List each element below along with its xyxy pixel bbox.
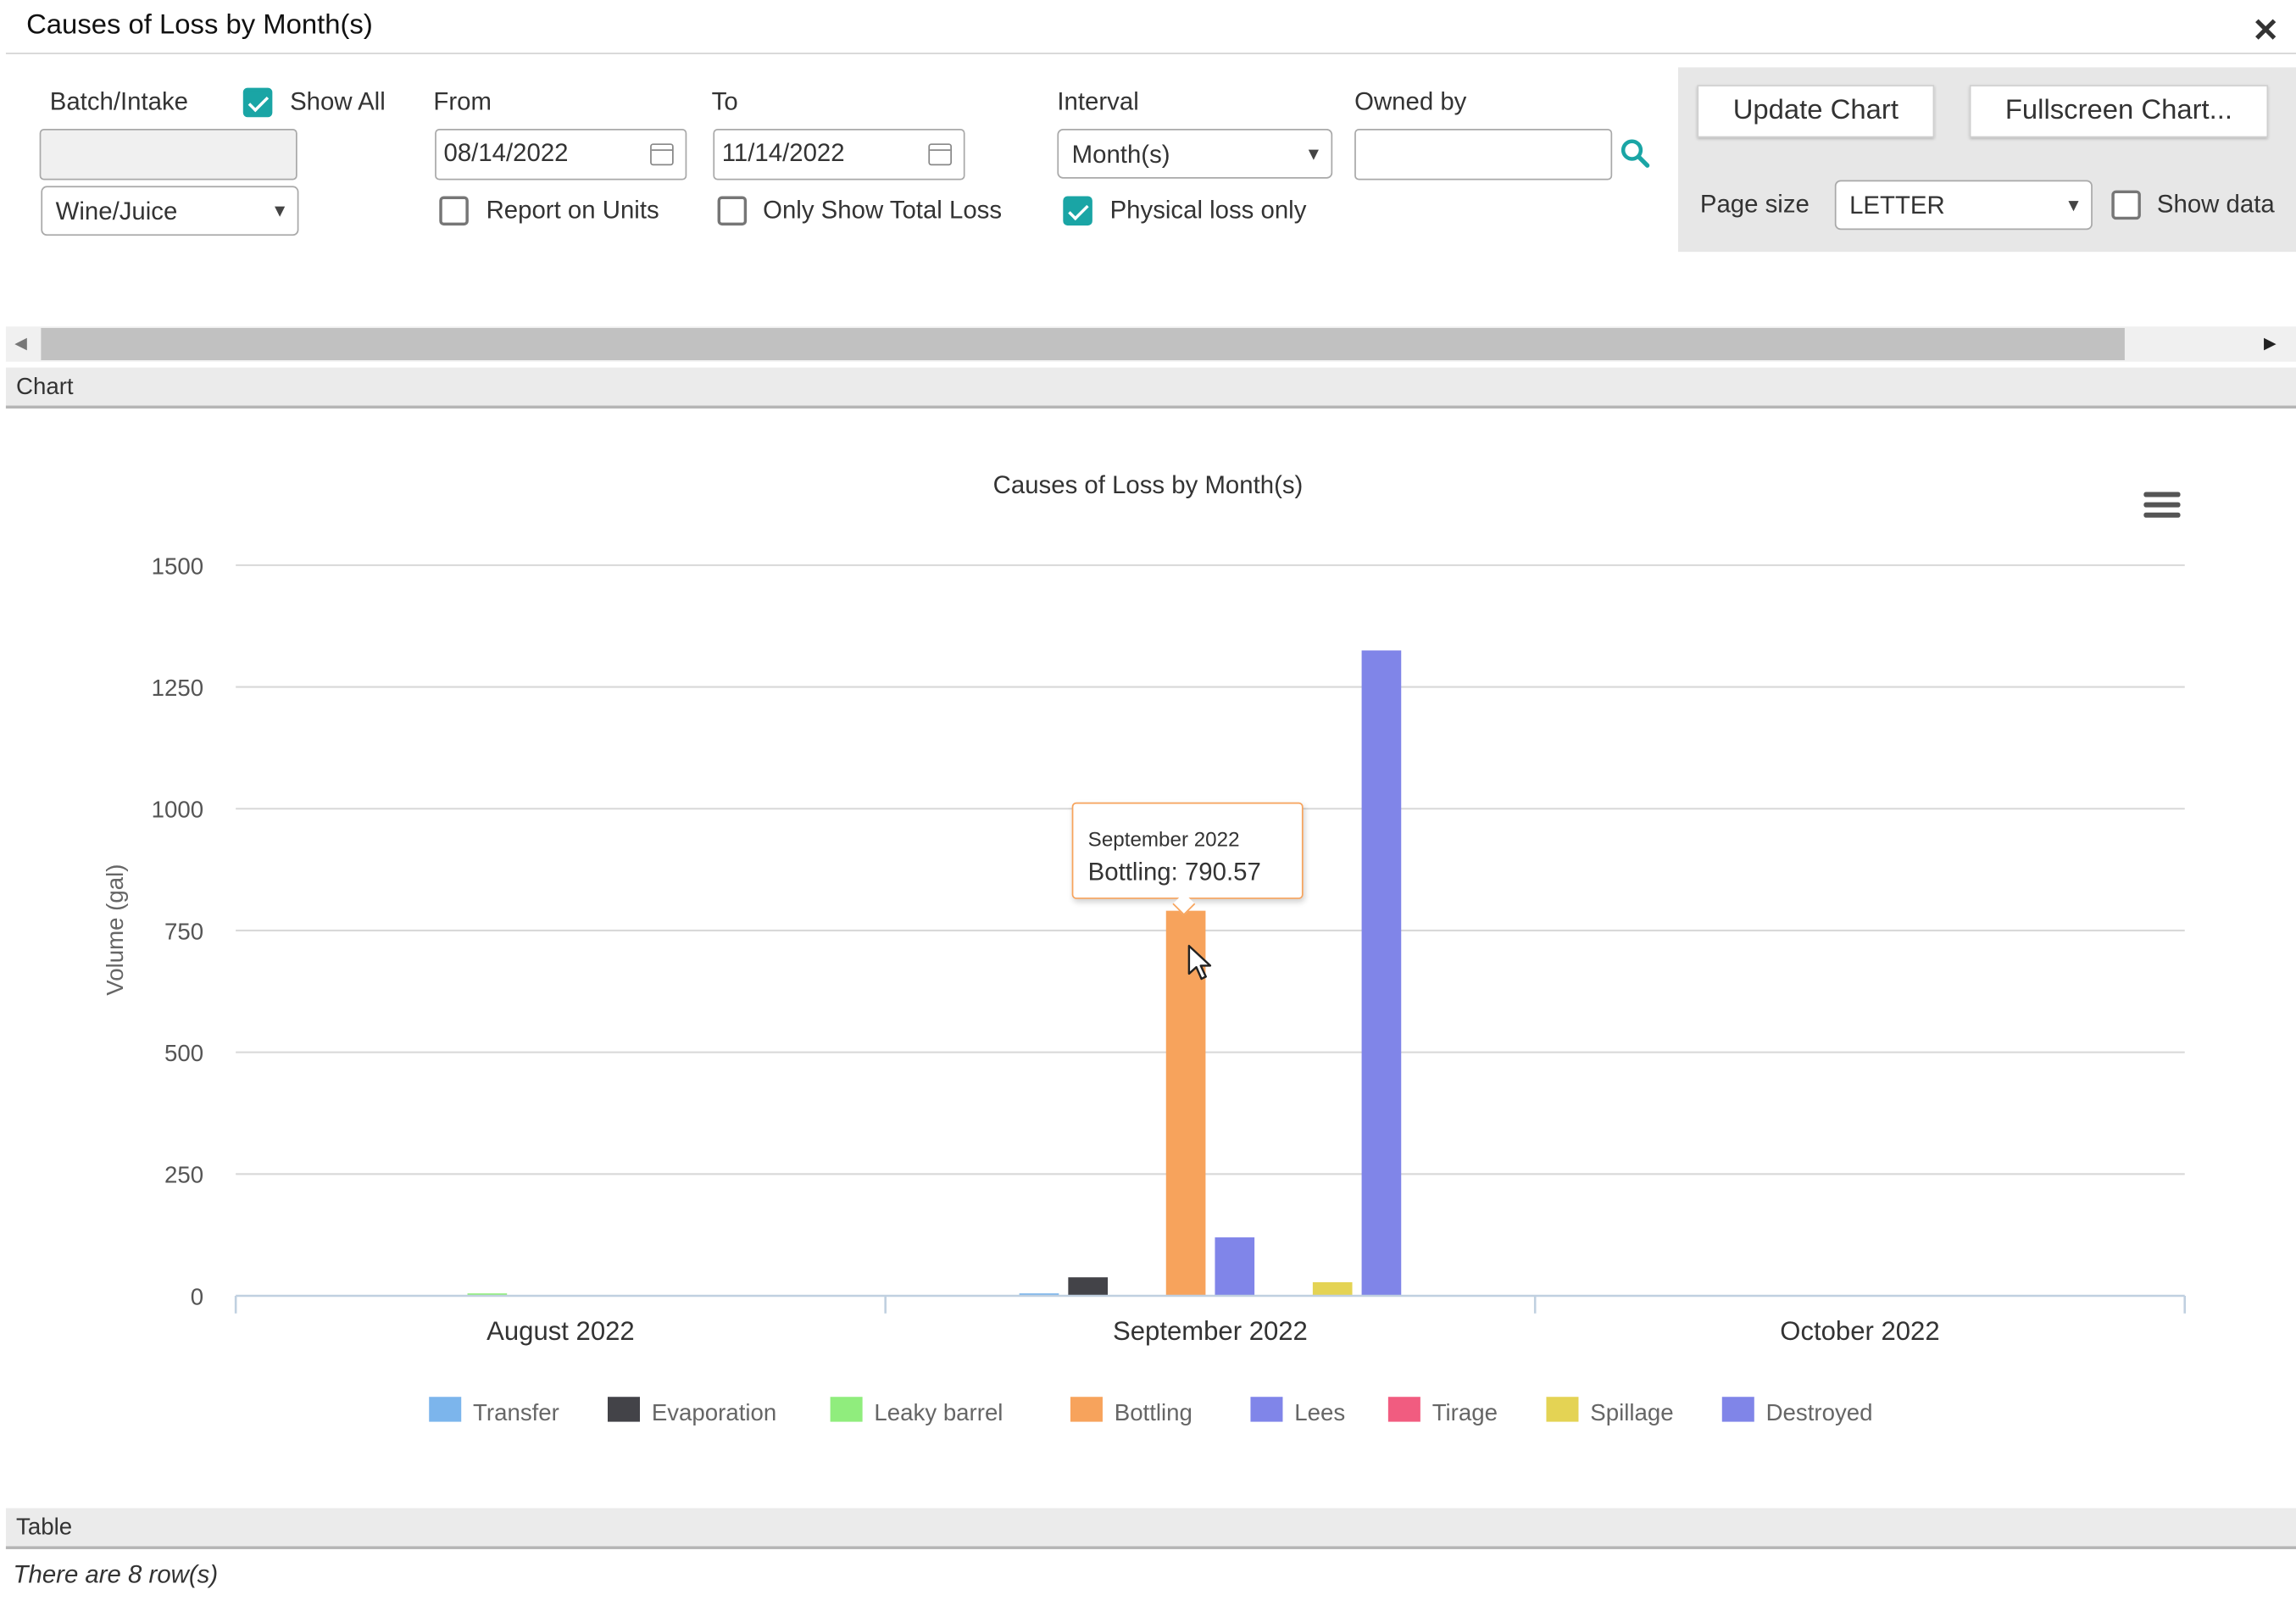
legend-label: Evaporation: [652, 1399, 776, 1425]
legend-item-lees[interactable]: Lees: [1250, 1397, 1345, 1425]
legend-label: Lees: [1294, 1399, 1345, 1425]
chart-actions-panel: Update Chart Fullscreen Chart... Page si…: [1677, 67, 2296, 253]
show-all-checkbox[interactable]: [242, 87, 273, 118]
title-bar: Causes of Loss by Month(s) ✕: [5, 3, 2296, 54]
y-tick-label: 1500: [152, 553, 203, 579]
owned-by-input[interactable]: [1354, 129, 1613, 181]
calendar-icon[interactable]: [928, 143, 953, 166]
page-size-label: Page size: [1699, 190, 1810, 219]
bar-destroyed[interactable]: [1361, 650, 1402, 1297]
legend-item-transfer[interactable]: Transfer: [429, 1397, 559, 1425]
batch-intake-label: Batch/Intake: [49, 87, 189, 116]
chart-menu-icon[interactable]: [2141, 489, 2185, 524]
bar-spillage[interactable]: [1312, 1281, 1353, 1297]
legend-label: Leaky barrel: [874, 1399, 1003, 1425]
chart-tooltip: September 2022 Bottling: 790.57: [1071, 802, 1304, 916]
legend-swatch: [1546, 1397, 1579, 1422]
from-date-input[interactable]: 08/14/2022: [435, 129, 687, 181]
legend-label: Tirage: [1432, 1399, 1498, 1425]
window-title: Causes of Loss by Month(s): [26, 10, 373, 42]
legend-label: Spillage: [1590, 1399, 1673, 1425]
chevron-down-icon: ▼: [270, 200, 289, 221]
only-show-total-loss-label: Only Show Total Loss: [763, 196, 1003, 225]
legend-label: Destroyed: [1766, 1399, 1873, 1425]
legend-swatch: [1721, 1397, 1754, 1422]
y-tick-label: 750: [164, 918, 203, 944]
legend-label: Bottling: [1115, 1399, 1192, 1425]
y-axis-label: Volume (gal): [103, 864, 130, 996]
legend-swatch: [830, 1397, 863, 1422]
report-on-units-checkbox[interactable]: [439, 196, 469, 226]
show-data-checkbox[interactable]: [2111, 190, 2141, 220]
interval-select-value: Month(s): [1071, 140, 1170, 169]
report-on-units-label: Report on Units: [486, 196, 659, 225]
to-label: To: [711, 87, 738, 116]
legend-item-evaporation[interactable]: Evaporation: [607, 1397, 776, 1425]
table-section-label: Table: [16, 1515, 73, 1541]
chart-title: Causes of Loss by Month(s): [992, 471, 1304, 500]
y-tick-label: 250: [164, 1162, 203, 1188]
owned-by-label: Owned by: [1354, 87, 1467, 116]
chart-section-label: Chart: [16, 375, 74, 400]
close-icon[interactable]: ✕: [2252, 11, 2280, 49]
calendar-icon[interactable]: [650, 143, 674, 166]
search-icon[interactable]: [1620, 137, 1652, 169]
x-tick-label: October 2022: [1780, 1316, 1939, 1346]
table-section-header: Table: [5, 1508, 2296, 1549]
scroll-right-icon[interactable]: ▶: [2264, 335, 2277, 353]
from-label: From: [433, 87, 492, 116]
legend-item-spillage[interactable]: Spillage: [1546, 1397, 1674, 1425]
x-tick-label: September 2022: [1113, 1316, 1308, 1346]
tooltip-text: Bottling: 790.57: [1087, 858, 1261, 886]
y-tick-label: 500: [164, 1040, 203, 1066]
legend-swatch: [1387, 1397, 1420, 1422]
show-data-label: Show data: [2156, 190, 2275, 219]
tooltip-title: September 2022: [1087, 827, 1240, 851]
x-tick-label: August 2022: [486, 1316, 635, 1346]
bar-lees[interactable]: [1215, 1237, 1255, 1297]
legend-swatch: [1070, 1397, 1103, 1422]
to-date-input[interactable]: 11/14/2022: [713, 129, 965, 181]
physical-loss-only-label: Physical loss only: [1109, 196, 1307, 225]
chart-section-header: Chart: [5, 367, 2296, 409]
only-show-total-loss-checkbox[interactable]: [717, 196, 748, 226]
physical-loss-only-checkbox[interactable]: [1063, 196, 1092, 226]
chevron-down-icon: ▼: [1304, 143, 1323, 164]
batch-intake-input[interactable]: [39, 129, 297, 181]
interval-select[interactable]: Month(s) ▼: [1057, 129, 1333, 179]
interval-label: Interval: [1057, 87, 1139, 116]
legend-label: Transfer: [473, 1399, 559, 1425]
legend-item-tirage[interactable]: Tirage: [1387, 1397, 1498, 1425]
type-select-value: Wine/Juice: [55, 197, 178, 226]
legend-item-bottling[interactable]: Bottling: [1070, 1397, 1192, 1425]
legend-swatch: [429, 1397, 462, 1422]
from-date-value: 08/14/2022: [443, 139, 569, 167]
scrollbar-thumb[interactable]: [41, 328, 2125, 361]
scroll-left-icon[interactable]: ◀: [14, 335, 27, 353]
legend-item-destroyed[interactable]: Destroyed: [1721, 1397, 1873, 1425]
legend-swatch: [1250, 1397, 1283, 1422]
y-tick-label: 1250: [152, 675, 203, 701]
legend-swatch: [607, 1397, 641, 1422]
bar-leaky-barrel[interactable]: [467, 1293, 508, 1297]
mouse-cursor-icon: [1187, 944, 1212, 981]
y-tick-label: 1000: [152, 797, 203, 823]
type-select[interactable]: Wine/Juice ▼: [41, 186, 299, 236]
show-all-label: Show All: [290, 87, 386, 116]
bar-transfer[interactable]: [1019, 1293, 1059, 1297]
page-size-select[interactable]: LETTER ▼: [1834, 180, 2093, 231]
row-count-status: There are 8 row(s): [13, 1560, 219, 1589]
bar-evaporation[interactable]: [1068, 1277, 1109, 1297]
y-tick-label: 0: [191, 1283, 203, 1309]
chevron-down-icon: ▼: [2065, 194, 2082, 215]
fullscreen-chart-button[interactable]: Fullscreen Chart...: [1969, 85, 2269, 138]
legend-item-leaky-barrel[interactable]: Leaky barrel: [830, 1397, 1003, 1425]
update-chart-button[interactable]: Update Chart: [1697, 85, 1935, 138]
to-date-value: 11/14/2022: [721, 139, 845, 167]
page-size-value: LETTER: [1849, 192, 1945, 220]
